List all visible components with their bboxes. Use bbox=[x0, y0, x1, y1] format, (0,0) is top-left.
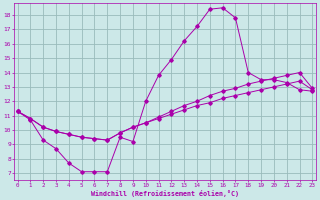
X-axis label: Windchill (Refroidissement éolien,°C): Windchill (Refroidissement éolien,°C) bbox=[91, 190, 239, 197]
